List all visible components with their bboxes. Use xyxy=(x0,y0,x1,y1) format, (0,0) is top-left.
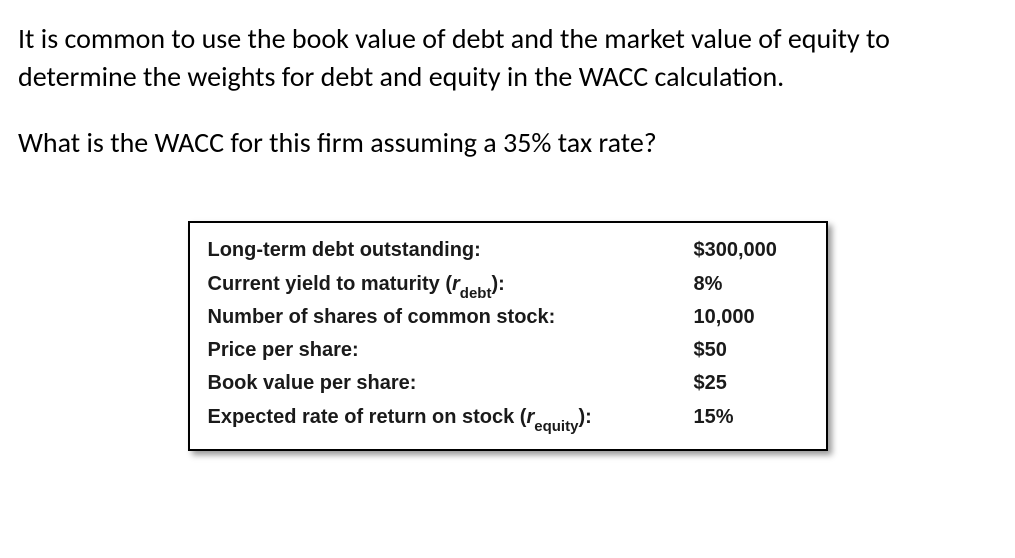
label-post: ): xyxy=(578,406,591,428)
label-pre: Book value per share: xyxy=(208,372,417,394)
row-label: Expected rate of return on stock (requit… xyxy=(208,402,694,435)
table-row: Long-term debt outstanding: $300,000 xyxy=(208,235,804,268)
label-sub: debt xyxy=(460,285,492,302)
table-row: Price per share: $50 xyxy=(208,335,804,368)
label-pre: Long-term debt outstanding: xyxy=(208,239,481,261)
row-label: Long-term debt outstanding: xyxy=(208,235,694,268)
row-value: 10,000 xyxy=(694,302,804,333)
label-post: ): xyxy=(491,273,504,295)
question-paragraph: What is the WACC for this firm assuming … xyxy=(18,124,997,162)
label-pre: Number of shares of common stock: xyxy=(208,306,556,328)
label-sub: equity xyxy=(534,418,578,435)
row-value: $25 xyxy=(694,368,804,399)
row-value: $300,000 xyxy=(694,235,804,266)
row-value: 8% xyxy=(694,269,804,300)
label-pre: Current yield to maturity ( xyxy=(208,273,452,295)
row-label: Number of shares of common stock: xyxy=(208,302,694,335)
table-row: Expected rate of return on stock (requit… xyxy=(208,402,804,435)
table-row: Book value per share: $25 xyxy=(208,368,804,401)
table-row: Number of shares of common stock: 10,000 xyxy=(208,302,804,335)
intro-paragraph: It is common to use the book value of de… xyxy=(18,20,997,96)
label-ital: r xyxy=(452,273,460,295)
row-label: Price per share: xyxy=(208,335,694,368)
row-label: Book value per share: xyxy=(208,368,694,401)
row-value: 15% xyxy=(694,402,804,433)
data-box: Long-term debt outstanding: $300,000 Cur… xyxy=(188,221,828,451)
row-value: $50 xyxy=(694,335,804,366)
label-pre: Expected rate of return on stock ( xyxy=(208,406,527,428)
label-pre: Price per share: xyxy=(208,339,359,361)
row-label: Current yield to maturity (rdebt): xyxy=(208,269,694,302)
data-table-container: Long-term debt outstanding: $300,000 Cur… xyxy=(18,221,997,451)
table-row: Current yield to maturity (rdebt): 8% xyxy=(208,269,804,302)
